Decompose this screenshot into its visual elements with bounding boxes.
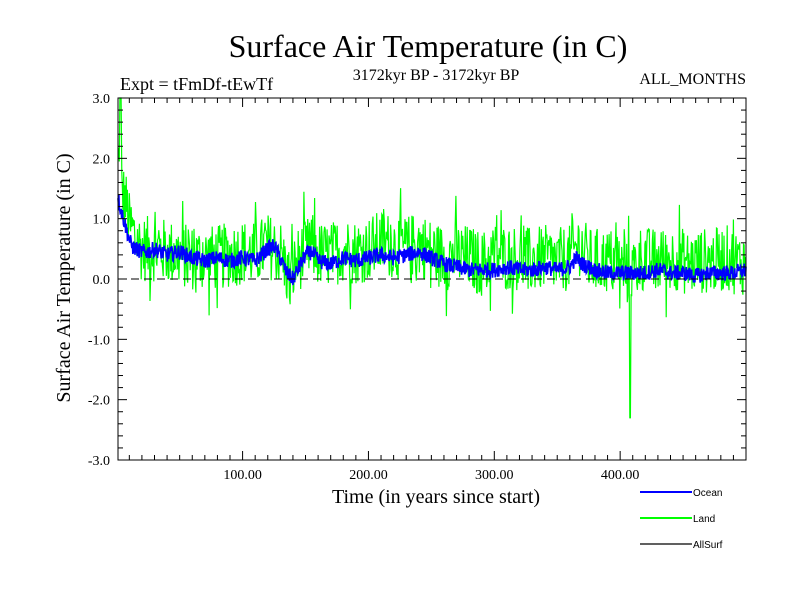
y-tick-label: -1.0	[88, 333, 110, 348]
chart-title: Surface Air Temperature (in C)	[229, 28, 628, 64]
y-axis-label: Surface Air Temperature (in C)	[53, 153, 75, 402]
x-tick-label: 300.00	[475, 468, 514, 483]
y-tick-label: 2.0	[93, 152, 111, 167]
y-tick-label: 3.0	[93, 92, 111, 107]
legend-label-ocean: Ocean	[693, 488, 722, 499]
plot-area	[117, 97, 747, 419]
x-tick-label: 400.00	[601, 468, 640, 483]
y-tick-label: -2.0	[88, 394, 110, 409]
months-label: ALL_MONTHS	[639, 71, 746, 88]
y-tick-label: 0.0	[93, 273, 111, 288]
experiment-label: Expt = tFmDf-tEwTf	[120, 74, 273, 94]
y-tick-label: -3.0	[88, 454, 110, 469]
axes: 100.00 200.00 300.00 400.00 -3.0 -2.0 -1.0 0.0 1…	[88, 92, 747, 483]
legend: Ocean Land AllSurf	[640, 488, 723, 551]
x-tick-label: 200.00	[349, 468, 388, 483]
legend-label-land: Land	[693, 514, 715, 525]
x-tick-label: 100.00	[223, 468, 262, 483]
x-axis-label: Time (in years since start)	[332, 486, 540, 508]
y-tick-label: 1.0	[93, 213, 111, 228]
period-label: 3172kyr BP - 3172kyr BP	[353, 67, 520, 84]
legend-label-allsurf: AllSurf	[693, 540, 723, 551]
series-line-ocean	[117, 194, 747, 286]
